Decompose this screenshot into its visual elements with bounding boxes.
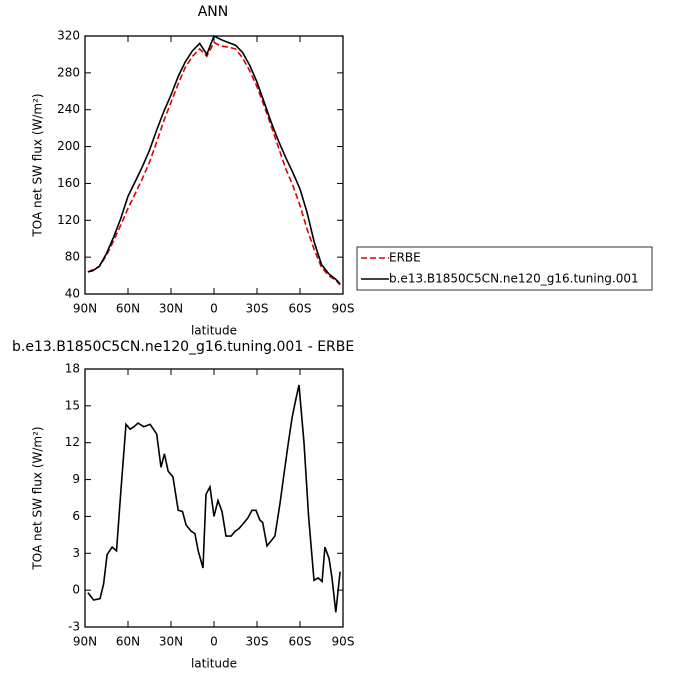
- y-tick-label: 40: [65, 287, 80, 301]
- x-tick-label: 30N: [159, 635, 183, 649]
- data-line: [87, 34, 341, 285]
- legend-box: [356, 246, 653, 291]
- x-tick-label: 90N: [73, 635, 97, 649]
- y-tick-label: -3: [68, 620, 80, 634]
- legend-label: b.e13.B1850C5CN.ne120_g16.tuning.001: [389, 272, 639, 286]
- y-tick-label: 160: [57, 176, 80, 190]
- plot-frame: [84, 368, 344, 628]
- x-tick-label: 60N: [116, 635, 140, 649]
- x-tick-label: 90N: [73, 302, 97, 316]
- chart-title: ANN: [198, 4, 229, 20]
- x-tick-label: 30S: [246, 635, 269, 649]
- x-tick-label: 30S: [246, 302, 269, 316]
- x-tick-label: 0: [210, 302, 218, 316]
- y-tick-label: 320: [57, 29, 80, 43]
- y-axis-label: TOA net SW flux (W/m²): [31, 426, 45, 570]
- y-tick-label: 12: [65, 435, 80, 449]
- x-tick-label: 60S: [289, 302, 312, 316]
- y-tick-label: 6: [72, 509, 80, 523]
- x-tick-label: 0: [210, 635, 218, 649]
- x-tick-label: 60N: [116, 302, 140, 316]
- chart-title: b.e13.B1850C5CN.ne120_g16.tuning.001 - E…: [12, 339, 354, 355]
- y-tick-label: 0: [72, 583, 80, 597]
- x-tick-label: 60S: [289, 635, 312, 649]
- y-tick-label: 3: [72, 546, 80, 560]
- y-tick-label: 80: [65, 250, 80, 264]
- x-tick-label: 90S: [332, 635, 355, 649]
- x-tick-label: 90S: [332, 302, 355, 316]
- y-tick-label: 280: [57, 65, 80, 79]
- y-tick-label: 240: [57, 102, 80, 116]
- y-tick-label: 120: [57, 213, 80, 227]
- y-axis-label: TOA net SW flux (W/m²): [31, 93, 45, 237]
- y-tick-label: 200: [57, 139, 80, 153]
- y-tick-label: 15: [65, 398, 80, 412]
- data-line: [87, 384, 341, 613]
- x-tick-label: 30N: [159, 302, 183, 316]
- plot-frame: [84, 35, 344, 295]
- x-axis-label: latitude: [191, 657, 237, 671]
- legend-label: ERBE: [389, 251, 421, 265]
- y-tick-label: 18: [65, 362, 80, 376]
- data-line: [87, 41, 341, 286]
- y-tick-label: 9: [72, 472, 80, 486]
- x-axis-label: latitude: [191, 324, 237, 338]
